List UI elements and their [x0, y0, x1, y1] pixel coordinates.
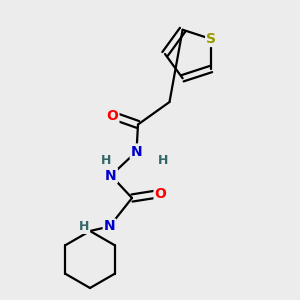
Text: N: N — [104, 220, 115, 233]
Text: O: O — [154, 187, 166, 200]
Text: N: N — [131, 145, 142, 158]
Text: H: H — [79, 220, 89, 233]
Text: H: H — [101, 154, 112, 167]
Text: N: N — [105, 169, 117, 182]
Text: O: O — [106, 109, 119, 122]
Text: S: S — [206, 32, 216, 46]
Text: H: H — [158, 154, 169, 167]
